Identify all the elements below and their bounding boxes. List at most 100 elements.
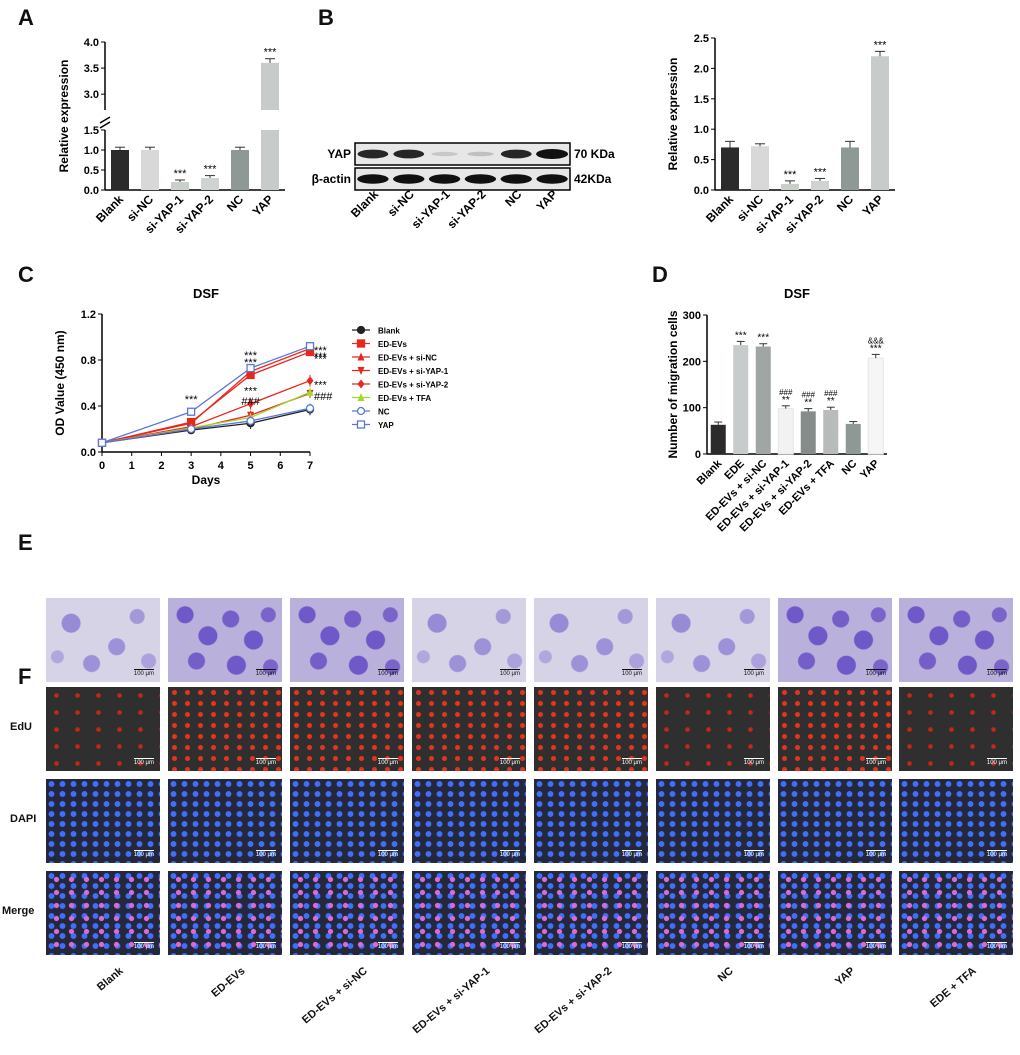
bar	[721, 147, 739, 190]
blot-lane-label: si-YAP-2	[445, 187, 489, 231]
merge-micrograph: 100 μm	[656, 871, 770, 955]
series-line	[101, 380, 311, 444]
series-point	[186, 424, 196, 434]
dapi-micrograph: 100 μm	[46, 779, 160, 863]
series-point	[357, 352, 365, 361]
legend-label: ED-EVs	[378, 340, 407, 349]
edu-micrograph: 100 μm	[46, 687, 160, 771]
annotation: ***	[185, 394, 199, 406]
series-point	[357, 379, 365, 389]
series-line	[101, 347, 311, 444]
crystal-violet-micrograph: 100 μm	[899, 598, 1013, 682]
blot-band	[467, 151, 494, 157]
bar	[141, 150, 159, 190]
axis-break-mark	[99, 116, 111, 124]
group-label: EDE + TFA	[928, 965, 979, 1011]
series-point	[357, 367, 365, 375]
x-tick-label: YAP	[250, 192, 277, 219]
y-tick-label: 200	[683, 356, 701, 368]
scale-bar-label: 100 μm	[743, 760, 764, 766]
scale-bar-label: 100 μm	[986, 671, 1007, 677]
y-tick-label: 300	[683, 310, 701, 322]
series-point	[97, 438, 107, 447]
scale-bar-label: 100 μm	[986, 852, 1007, 858]
dapi-micrograph: 100 μm	[778, 779, 892, 863]
x-tick-label: 7	[307, 460, 313, 472]
series-point	[356, 325, 366, 335]
blot-size-label: 70 KDa	[574, 147, 615, 161]
bar	[733, 345, 749, 454]
blot-band	[464, 174, 497, 184]
blot-strip	[354, 167, 571, 191]
bar	[171, 182, 189, 190]
legend-label: ED-EVs + si-NC	[378, 354, 437, 363]
scale-bar-label: 100 μm	[255, 760, 276, 766]
significance-mark: ***	[874, 39, 888, 51]
scale-bar-label: 100 μm	[133, 671, 154, 677]
y-axis-label: Number of migration cells	[666, 310, 680, 458]
bar	[800, 411, 816, 454]
significance-mark: ***	[814, 166, 828, 178]
series-point	[306, 376, 314, 386]
series-2	[98, 344, 314, 447]
y-tick-label: 2.0	[694, 63, 709, 75]
blot-lane-label: Blank	[348, 187, 381, 220]
western-blot-b: YAP 70 KDa β-actin 42KDa Blank si-NCsi-YAP-1s…	[312, 142, 615, 231]
x-tick-label: 1	[129, 460, 135, 472]
bar	[871, 56, 889, 190]
group-label: YAP	[833, 965, 858, 989]
y-tick-label: 1.5	[84, 125, 99, 137]
dapi-micrograph: 100 μm	[656, 779, 770, 863]
annotation: ###	[314, 391, 333, 403]
x-tick-label: 3	[188, 460, 194, 472]
y-tick-label: 1.2	[81, 309, 96, 321]
significance-mark: **	[804, 398, 812, 409]
legend-label: YAP	[378, 421, 394, 430]
bar	[710, 424, 726, 454]
significance-mark: ###	[802, 391, 816, 400]
legend-label: ED-EVs + TFA	[378, 394, 431, 403]
axis-break-mark	[99, 121, 111, 129]
dapi-micrograph: 100 μm	[168, 779, 282, 863]
edu-micrograph: 100 μm	[534, 687, 648, 771]
x-tick-label: Blank	[695, 457, 725, 487]
scale-bar-label: 100 μm	[865, 944, 886, 950]
scale-bar-label: 100 μm	[743, 671, 764, 677]
y-tick-label: 0.0	[81, 447, 96, 459]
bar	[261, 62, 279, 110]
scale-bar-label: 100 μm	[255, 671, 276, 677]
bar	[751, 146, 769, 190]
scale-bar-label: 100 μm	[133, 852, 154, 858]
scale-bar-label: 100 μm	[255, 944, 276, 950]
y-tick-label: 0.0	[84, 185, 99, 197]
scale-bar-label: 100 μm	[133, 760, 154, 766]
bar	[823, 409, 839, 454]
dapi-micrograph: 100 μm	[290, 779, 404, 863]
blot-lane-label: YAP	[534, 187, 561, 214]
crystal-violet-micrograph: 100 μm	[412, 598, 526, 682]
panel-letter-a: A	[18, 5, 34, 30]
edu-micrograph: 100 μm	[412, 687, 526, 771]
scale-bar-label: 100 μm	[499, 852, 520, 858]
merge-micrograph: 100 μm	[290, 871, 404, 955]
crystal-violet-micrograph: 100 μm	[46, 598, 160, 682]
scale-bar-label: 100 μm	[377, 852, 398, 858]
scale-bar-label: 100 μm	[255, 852, 276, 858]
x-tick-label: NC	[224, 192, 246, 214]
y-tick-label: 1.5	[694, 94, 709, 106]
blot-row-label: YAP	[327, 147, 351, 161]
bar	[845, 423, 861, 454]
significance-mark: ###	[824, 389, 838, 398]
significance-mark: &&&	[868, 336, 885, 345]
bar	[867, 357, 884, 455]
blot-band	[536, 174, 568, 184]
merge-micrograph: 100 μm	[899, 871, 1013, 955]
chart-title: DSF	[193, 286, 219, 301]
bar	[201, 178, 219, 190]
y-tick-label: 4.0	[84, 37, 99, 49]
group-label: ED-EVs + si-YAP-1	[410, 965, 492, 1037]
row-label: Merge	[2, 905, 35, 917]
annotation: ###	[241, 396, 260, 408]
bar	[811, 180, 829, 190]
